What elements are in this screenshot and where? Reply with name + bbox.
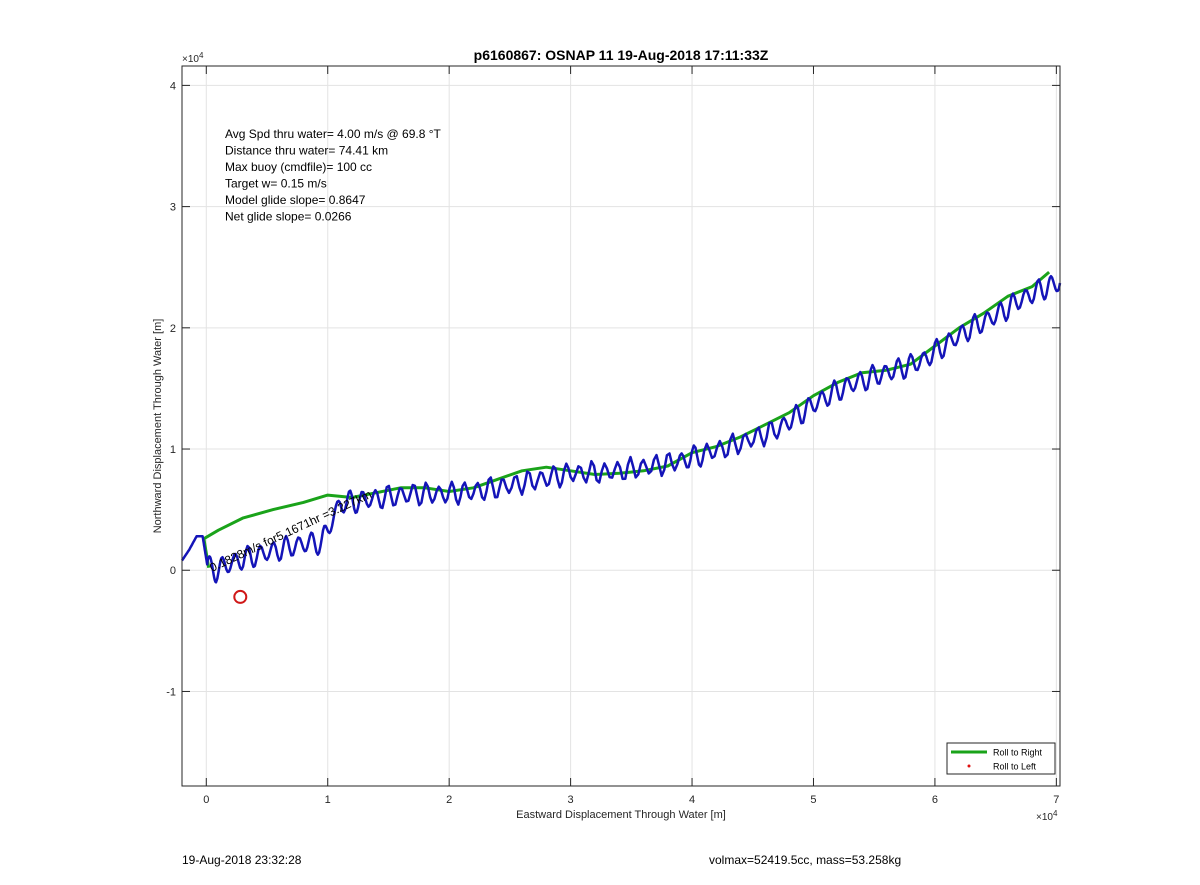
footer-mass-info: volmax=52419.5cc, mass=53.258kg [709,853,902,867]
series-line [203,270,1051,540]
annotation-line: Avg Spd thru water= 4.00 m/s @ 69.8 °T [225,127,442,141]
x-tick-label: 1 [325,794,331,806]
y-axis-multiplier-exponent: 4 [199,51,204,60]
annotations: Avg Spd thru water= 4.00 m/s @ 69.8 °T Di… [207,127,441,575]
y-axis-multiplier: ×104 [182,51,204,65]
x-tick-label: 6 [932,794,938,806]
annotation-line: Target w= 0.15 m/s [225,177,327,191]
legend-label: Roll to Left [993,762,1037,772]
chart-title: p6160867: OSNAP 11 19-Aug-2018 17:11:33Z [474,47,769,63]
grid [182,66,1060,786]
annotation-line: Max buoy (cmdfile)= 100 cc [225,160,372,174]
x-axis-multiplier: ×104 [1036,809,1058,823]
axes-box [181,65,1061,787]
y-axis-label: Northward Displacement Through Water [m] [152,319,164,534]
x-axis-label: Eastward Displacement Through Water [m] [516,809,726,821]
x-axis-multiplier-exponent: 4 [1053,809,1058,818]
legend-label: Roll to Right [993,748,1043,758]
y-tick-label: 1 [170,444,176,456]
x-tick-label: 3 [568,794,574,806]
footer-timestamp: 19-Aug-2018 23:32:28 [182,853,302,867]
annotation-line: Net glide slope= 0.0266 [225,210,352,224]
y-tick-label: -1 [166,686,176,698]
legend-box [946,742,1056,775]
y-tick-label: 4 [170,80,176,92]
annotation-line: Distance thru water= 74.41 km [225,144,388,158]
y-tick-label: 0 [170,565,176,577]
x-tick-label: 0 [203,794,209,806]
series-line [180,274,1062,584]
start-marker [233,589,248,604]
segment-annotation: 0.1828m/s for5.1671hr =3.227km [207,487,373,575]
x-tick-label: 5 [810,794,816,806]
legend: Roll to Right Roll to Left [946,742,1056,775]
y-tick-label: 2 [170,323,176,335]
annotation-line: Model glide slope= 0.8647 [225,193,366,207]
x-tick-label: 7 [1053,794,1059,806]
legend-swatch-dot [967,764,971,768]
series-layer [180,270,1062,604]
y-tick-label: 3 [170,202,176,214]
x-tick-label: 2 [446,794,452,806]
x-tick-label: 4 [689,794,695,806]
